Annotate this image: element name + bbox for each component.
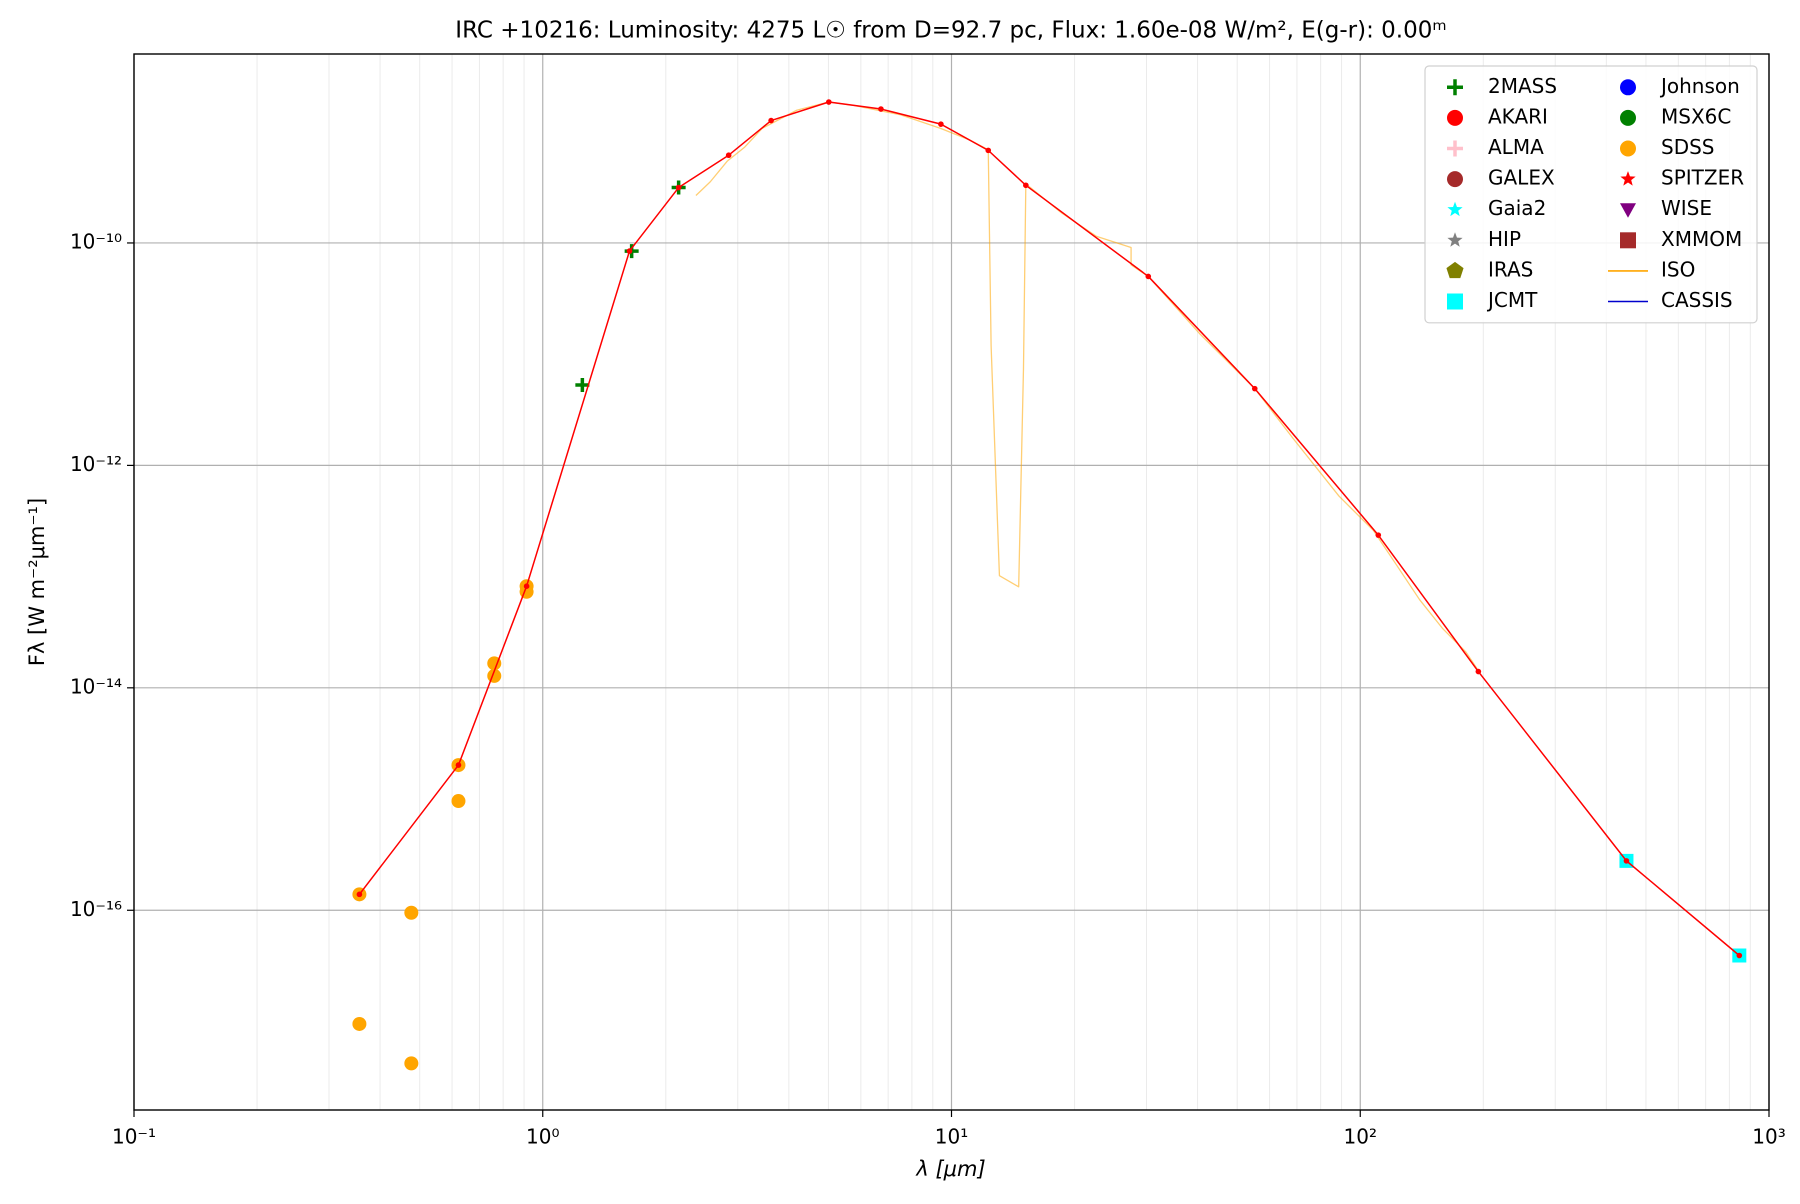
series-line bbox=[358, 101, 1740, 957]
legend-label: SDSS bbox=[1661, 135, 1715, 159]
legend-label: WISE bbox=[1661, 196, 1712, 220]
model-point bbox=[1023, 182, 1029, 189]
marker bbox=[1620, 109, 1636, 126]
model-point bbox=[826, 99, 832, 105]
series-line bbox=[695, 101, 1478, 670]
x-axis-label: λ [μm] bbox=[915, 1157, 985, 1181]
legend-label: AKARI bbox=[1488, 104, 1548, 128]
x-tick-label: 10⁻¹ bbox=[112, 1125, 156, 1149]
marker bbox=[1447, 293, 1463, 310]
model-point bbox=[768, 117, 774, 124]
x-tick-label: 10⁰ bbox=[526, 1125, 559, 1149]
marker bbox=[1620, 232, 1636, 249]
model-point bbox=[1475, 668, 1482, 675]
marker bbox=[1447, 79, 1463, 96]
marker bbox=[1446, 261, 1464, 279]
legend-label: GALEX bbox=[1488, 166, 1555, 190]
model-point bbox=[1375, 532, 1382, 538]
model-point bbox=[523, 583, 530, 589]
model-point bbox=[1251, 385, 1258, 392]
marker bbox=[1620, 140, 1636, 157]
marker bbox=[1620, 171, 1636, 186]
model-point bbox=[455, 762, 462, 768]
marker bbox=[1620, 79, 1636, 96]
model-point bbox=[878, 106, 884, 112]
marker bbox=[451, 794, 466, 809]
legend-label: ALMA bbox=[1488, 135, 1544, 159]
marker bbox=[352, 1016, 367, 1031]
legend-label: SPITZER bbox=[1661, 166, 1744, 190]
y-axis-label: Fλ [W m⁻²μm⁻¹] bbox=[25, 498, 49, 666]
model-point bbox=[1623, 858, 1630, 864]
legend-label: Gaia2 bbox=[1488, 196, 1546, 220]
legend-label: IRAS bbox=[1488, 257, 1533, 281]
x-tick-label: 10¹ bbox=[935, 1125, 968, 1149]
model-point bbox=[985, 147, 992, 154]
plot-frame bbox=[133, 53, 1770, 1111]
legend-label: Johnson bbox=[1659, 74, 1740, 98]
chart-title: IRC +10216: Luminosity: 4275 L☉ from D=9… bbox=[455, 18, 1446, 44]
marker bbox=[1447, 232, 1463, 247]
model-point bbox=[725, 152, 732, 159]
y-tick-label: 10⁻¹⁰ bbox=[70, 229, 122, 253]
model-point bbox=[675, 184, 682, 191]
x-tick-label: 10³ bbox=[1752, 1125, 1785, 1149]
legend-label: ISO bbox=[1661, 257, 1695, 281]
marker bbox=[575, 378, 590, 393]
y-tick-label: 10⁻¹⁶ bbox=[70, 897, 122, 921]
marker bbox=[404, 905, 419, 920]
model-point bbox=[626, 248, 633, 254]
marker bbox=[404, 1056, 419, 1071]
marker bbox=[1447, 140, 1463, 157]
model-point bbox=[938, 121, 944, 127]
marker bbox=[1447, 109, 1463, 126]
x-tick-label: 10² bbox=[1344, 1125, 1377, 1149]
legend-label: MSX6C bbox=[1661, 104, 1731, 128]
legend-label: XMMOM bbox=[1661, 227, 1742, 251]
model-point bbox=[1145, 273, 1152, 280]
model-point bbox=[356, 891, 363, 898]
legend-box bbox=[1424, 65, 1758, 324]
legend-label: 2MASS bbox=[1488, 74, 1557, 98]
model-point bbox=[1736, 952, 1743, 959]
legend-label: CASSIS bbox=[1661, 288, 1733, 312]
marker bbox=[1447, 201, 1463, 217]
legend: 2MASS AKARI ALMA GALEX Gaia2 HIP IRAS JCMT Johns… bbox=[1424, 65, 1758, 324]
marker bbox=[1620, 203, 1636, 218]
marker bbox=[1447, 171, 1463, 188]
legend-label: JCMT bbox=[1486, 288, 1538, 312]
legend-label: HIP bbox=[1488, 227, 1521, 251]
y-tick-label: 10⁻¹⁴ bbox=[70, 674, 122, 698]
y-tick-label: 10⁻¹² bbox=[70, 452, 122, 476]
